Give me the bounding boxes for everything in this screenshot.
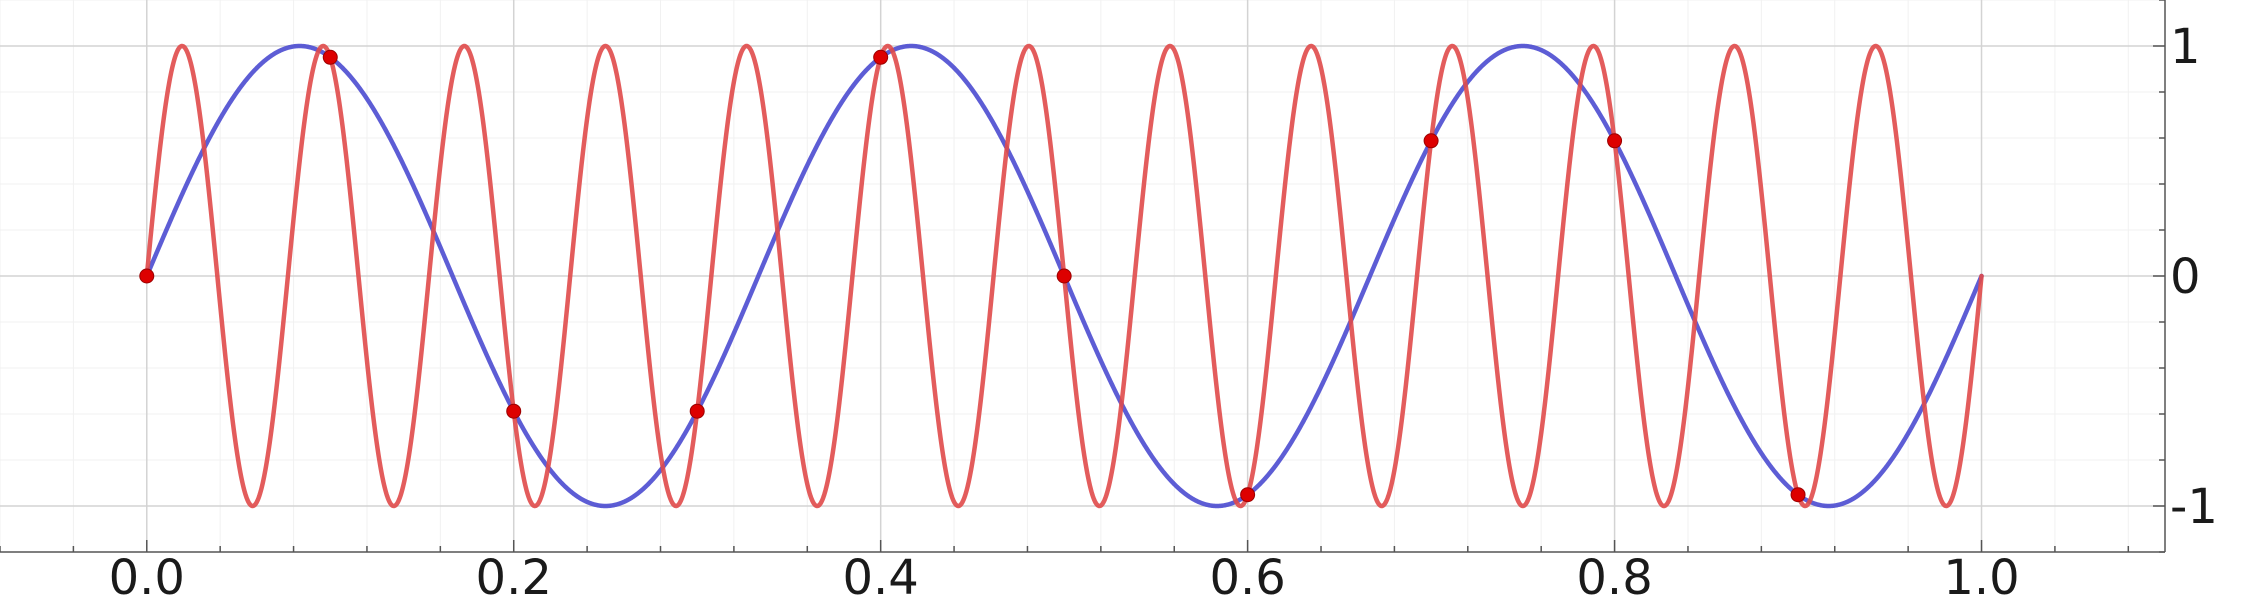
sample-point (322, 49, 338, 65)
sample-point (1240, 487, 1256, 503)
y-tick-labels: -1 0 1 (2170, 19, 2218, 535)
sample-point (1607, 133, 1623, 149)
x-tick-labels: 0.0 0.2 0.4 0.6 0.8 1.0 (109, 550, 2020, 600)
x-tick-label: 0.2 (476, 550, 552, 600)
y-tick-label: -1 (2170, 479, 2218, 535)
sample-point (1790, 487, 1806, 503)
sample-point (1056, 268, 1072, 284)
sample-point (689, 403, 705, 419)
y-tick-label: 0 (2170, 249, 2201, 305)
sample-point (506, 403, 522, 419)
x-tick-label: 0.0 (109, 550, 185, 600)
sample-point (139, 268, 155, 284)
x-tick-label: 0.6 (1209, 550, 1285, 600)
x-tick-label: 0.8 (1576, 550, 1652, 600)
sample-point (873, 49, 889, 65)
axis-frame (0, 0, 2166, 553)
x-tick-label: 1.0 (1943, 550, 2019, 600)
sample-points (139, 49, 1806, 503)
y-tick-label: 1 (2170, 19, 2201, 75)
x-tick-label: 0.4 (843, 550, 919, 600)
sample-point (1423, 133, 1439, 149)
